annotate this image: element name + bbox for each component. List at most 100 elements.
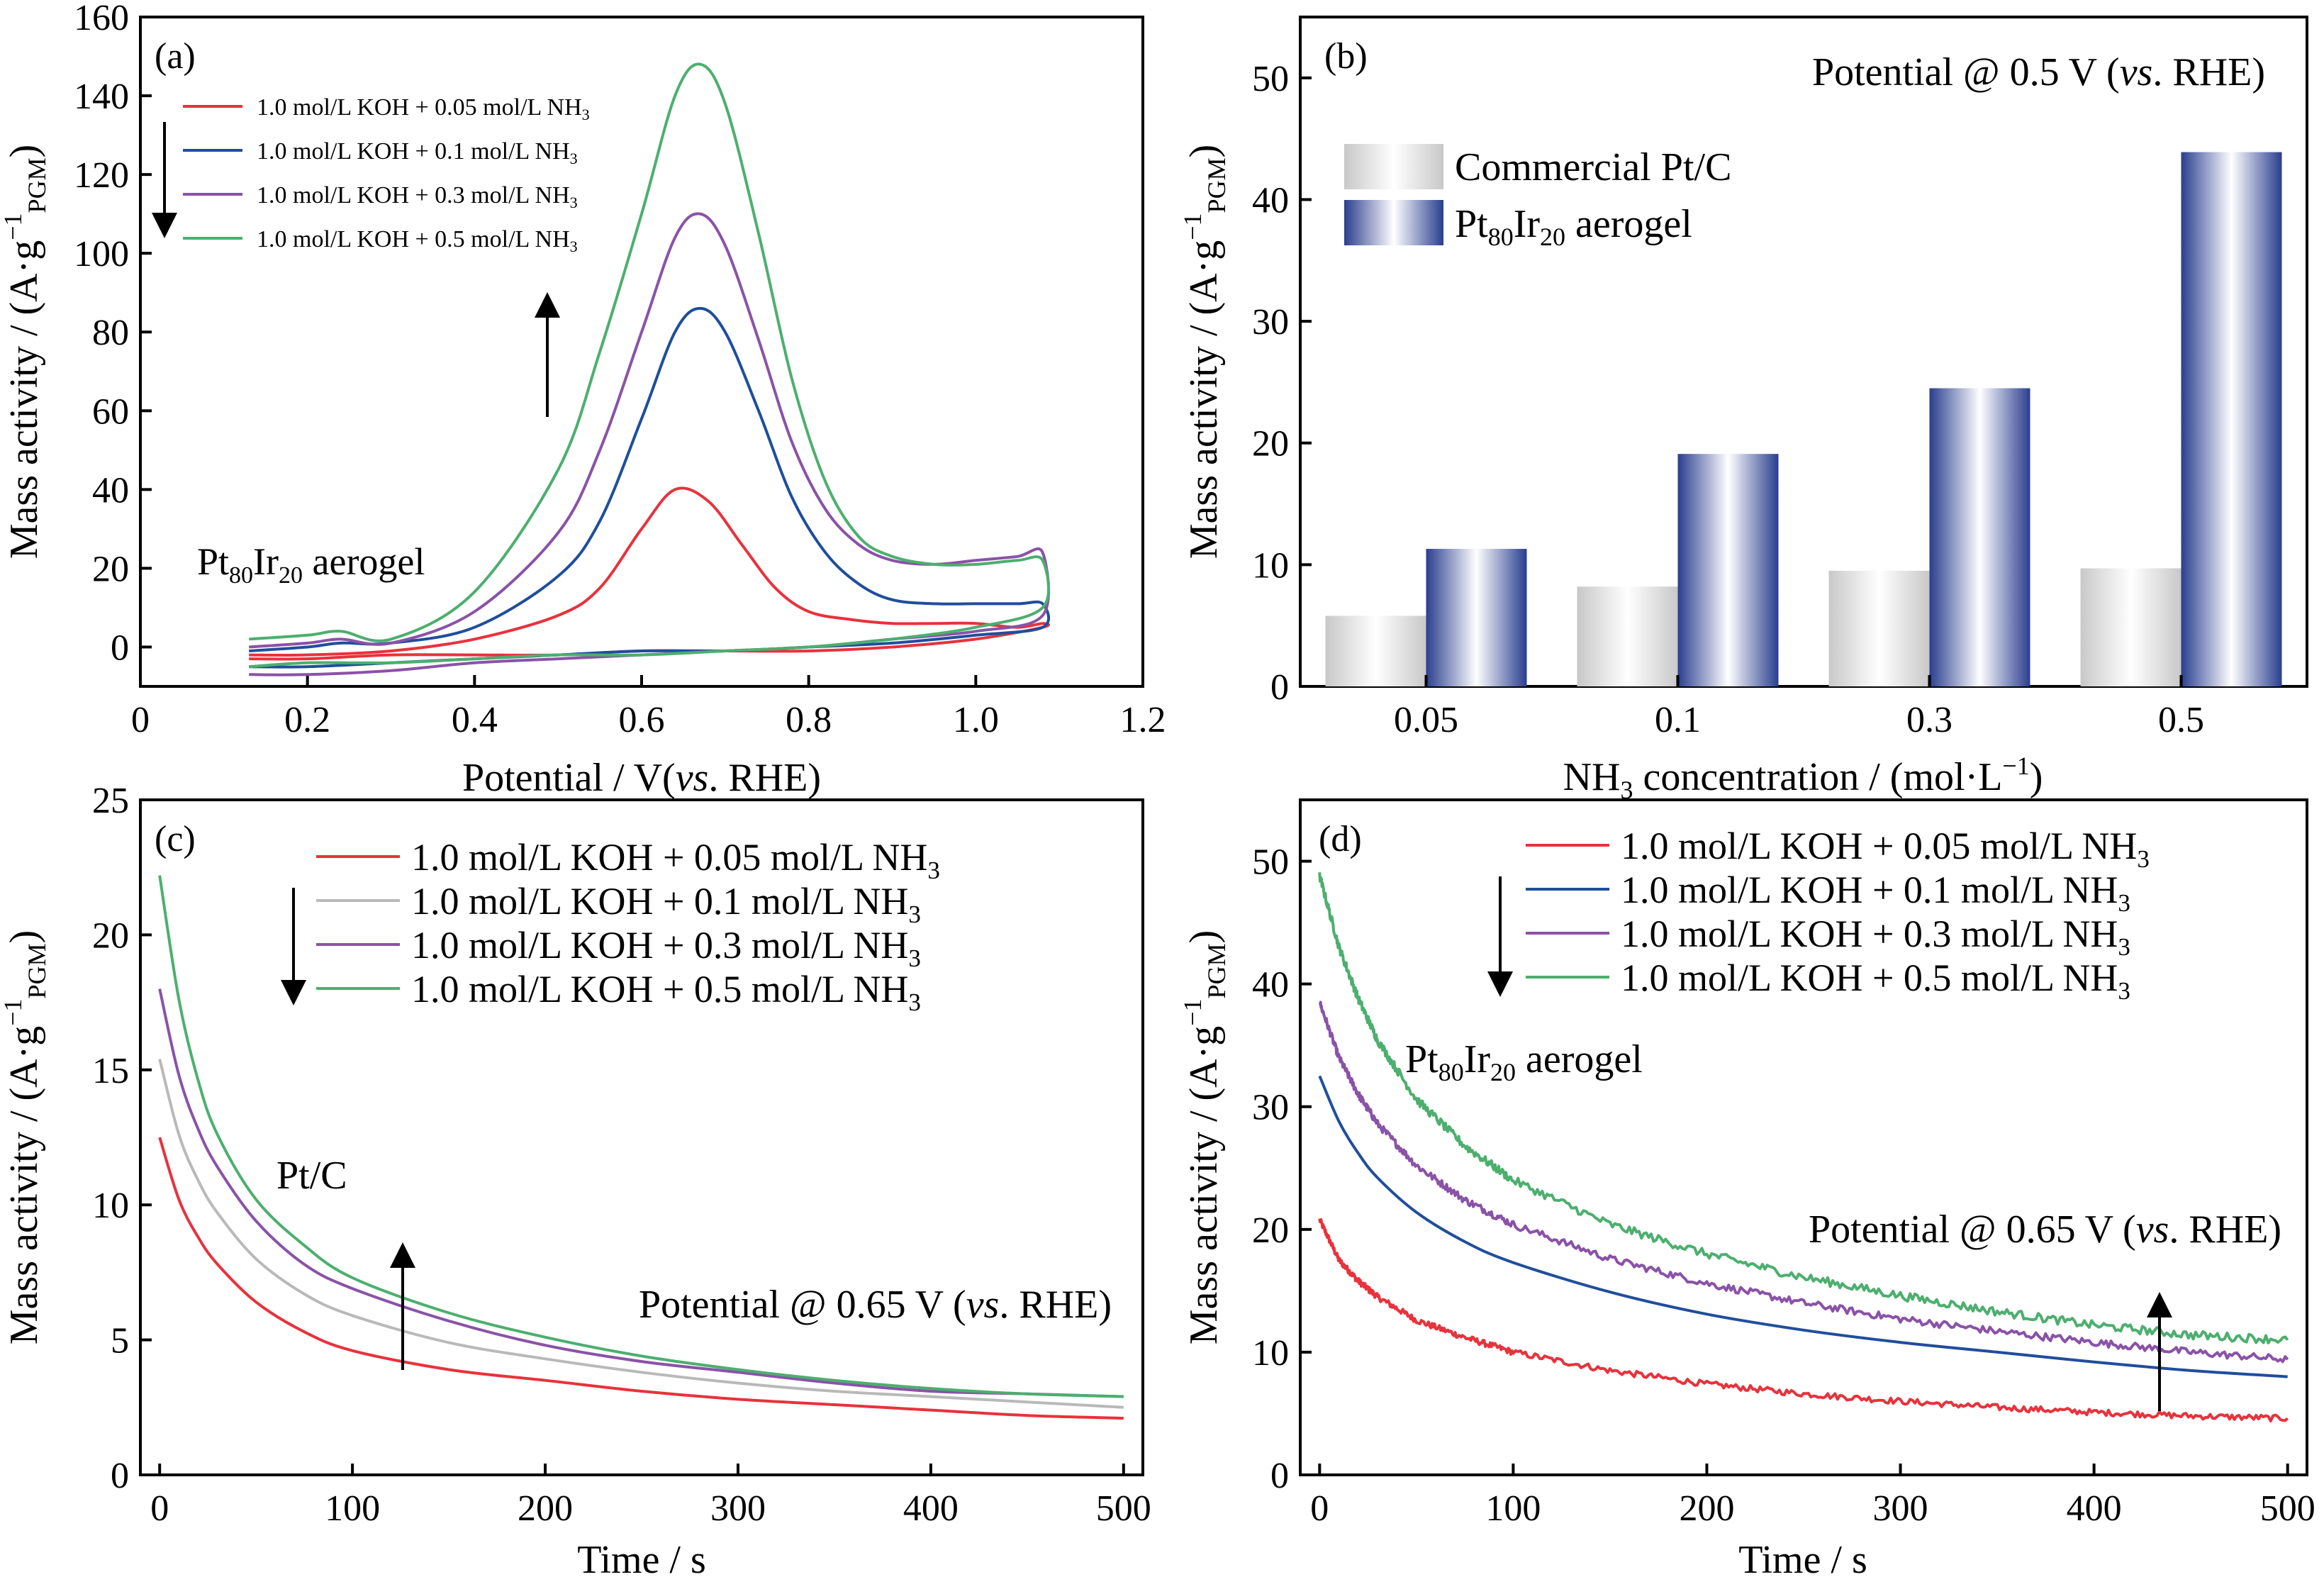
legend-label-1: 1.0 mol/L KOH + 0.05 mol/L NH3 bbox=[1621, 825, 2150, 873]
panel-label-c: (c) bbox=[155, 819, 196, 859]
series-line-3 bbox=[1319, 1001, 2289, 1364]
y-tick-label: 10 bbox=[1252, 545, 1289, 586]
panel-label-b: (b) bbox=[1324, 36, 1368, 77]
panel-d: 0 100 200 300 400 500 0 10 20 30 40 50 (d) 1.0 mol… bbox=[1178, 798, 2315, 1577]
x-tick-label: 0 bbox=[150, 1488, 169, 1529]
y-tick-label: 30 bbox=[1252, 302, 1289, 342]
legend-swatch-commercial bbox=[1344, 144, 1443, 189]
x-axis-label-a: Potential / V(vs. RHE) bbox=[462, 756, 821, 800]
x-ticks-d: 0 100 200 300 400 500 bbox=[1310, 1464, 2315, 1529]
y-ticks-b: 0 10 20 30 40 50 bbox=[1252, 59, 1312, 708]
y-tick-label: 40 bbox=[92, 470, 129, 511]
series-line-2 bbox=[249, 306, 1051, 669]
x-tick-label: 0.05 bbox=[1394, 700, 1458, 740]
x-tick-label: 0.1 bbox=[1655, 700, 1701, 740]
annotation2-d: Potential @ 0.65 V (vs. RHE) bbox=[1809, 1208, 2281, 1252]
x-axis-label-d: Time / s bbox=[1738, 1538, 1867, 1577]
y-tick-label: 15 bbox=[92, 1051, 129, 1091]
series-line-1 bbox=[158, 1137, 1124, 1420]
bar-aerogel-0.05 bbox=[1426, 549, 1527, 686]
x-tick-label: 0.8 bbox=[786, 700, 832, 740]
y-tick-label: 140 bbox=[74, 77, 129, 117]
x-tick-label: 400 bbox=[903, 1488, 959, 1529]
y-axis-label-a: Mass activity / (A·g−1PGM) bbox=[0, 145, 51, 559]
series-line-1 bbox=[1318, 1218, 2289, 1422]
series-group-c bbox=[158, 875, 1124, 1420]
y-tick-label: 20 bbox=[1252, 424, 1289, 464]
y-axis-label-b: Mass activity / (A·g−1PGM) bbox=[1178, 145, 1231, 559]
y-tick-label: 40 bbox=[1252, 180, 1289, 221]
x-tick-label: 0 bbox=[1310, 1488, 1329, 1529]
x-tick-label: 500 bbox=[2260, 1488, 2315, 1529]
annotation-c: Pt/C bbox=[276, 1154, 347, 1198]
bar-commercial-0.5 bbox=[2080, 568, 2181, 686]
series-line-3 bbox=[249, 212, 1051, 676]
y-ticks-a: 0 20 40 60 80 100 120 140 160 bbox=[74, 0, 152, 668]
y-tick-label: 0 bbox=[1270, 1456, 1289, 1496]
x-ticks-a: 0 0.2 0.4 0.6 0.8 1.0 1.2 bbox=[131, 675, 1166, 740]
y-tick-label: 40 bbox=[1252, 965, 1289, 1005]
y-tick-label: 160 bbox=[74, 0, 129, 38]
panel-b: 0 10 20 30 40 50 0.05 0.1 0.3 0.5 (b) Potential … bbox=[1178, 16, 2308, 804]
x-tick-label: 100 bbox=[325, 1488, 380, 1529]
series-line-4 bbox=[1318, 872, 2289, 1344]
x-tick-label: 400 bbox=[2067, 1488, 2122, 1529]
annotation-a: Pt80Ir20 aerogel bbox=[197, 540, 425, 589]
y-tick-label: 10 bbox=[92, 1186, 129, 1226]
series-line-4 bbox=[249, 62, 1051, 669]
bar-commercial-0.1 bbox=[1577, 586, 1678, 686]
legend-label-3: 1.0 mol/L KOH + 0.3 mol/L NH3 bbox=[411, 924, 921, 972]
y-tick-label: 5 bbox=[111, 1321, 129, 1361]
panel-a: 0 0.2 0.4 0.6 0.8 1.0 1.2 0 20 40 60 80 100 120 140 16… bbox=[0, 0, 1166, 800]
x-tick-label: 0.3 bbox=[1906, 700, 1953, 740]
annotation-b: Potential @ 0.5 V (vs. RHE) bbox=[1812, 50, 2265, 94]
plot-frame-b bbox=[1299, 16, 2308, 688]
series-group-a bbox=[249, 62, 1051, 676]
x-tick-label: 1.2 bbox=[1120, 700, 1166, 740]
x-ticks-b: 0.05 0.1 0.3 0.5 bbox=[1394, 675, 2204, 740]
legend-label-1: 1.0 mol/L KOH + 0.05 mol/L NH3 bbox=[411, 836, 940, 884]
panel-c: 0 100 200 300 400 500 0 5 10 15 20 25 (c) 1.0 mol/… bbox=[0, 781, 1151, 1577]
annotation-d: Pt80Ir20 aerogel bbox=[1405, 1037, 1643, 1086]
y-tick-label: 0 bbox=[111, 628, 129, 668]
x-tick-label: 1.0 bbox=[953, 700, 999, 740]
bar-aerogel-0.5 bbox=[2181, 152, 2282, 686]
x-axis-label-b: NH3 concentration / (mol·L−1) bbox=[1563, 752, 2043, 804]
legend-a: 1.0 mol/L KOH + 0.05 mol/L NH3 1.0 mol/L … bbox=[183, 94, 590, 255]
series-line-2 bbox=[158, 1059, 1124, 1409]
x-tick-label: 0.5 bbox=[2158, 700, 2204, 740]
y-tick-label: 0 bbox=[1270, 667, 1289, 708]
y-ticks-d: 0 10 20 30 40 50 bbox=[1252, 842, 1312, 1496]
legend-label-4: 1.0 mol/L KOH + 0.5 mol/L NH3 bbox=[411, 968, 921, 1016]
y-tick-label: 20 bbox=[1252, 1210, 1289, 1251]
y-tick-label: 120 bbox=[74, 155, 129, 196]
legend-label-commercial: Commercial Pt/C bbox=[1455, 145, 1731, 189]
series-line-4 bbox=[158, 875, 1124, 1398]
x-axis-label-c: Time / s bbox=[577, 1538, 706, 1577]
y-tick-label: 50 bbox=[1252, 59, 1289, 99]
legend-b: Commercial Pt/C Pt80Ir20 aerogel bbox=[1344, 144, 1731, 251]
y-tick-label: 50 bbox=[1252, 842, 1289, 883]
series-line-2 bbox=[1318, 1075, 2288, 1378]
legend-label-4: 1.0 mol/L KOH + 0.5 mol/L NH3 bbox=[1621, 957, 2130, 1005]
x-tick-label: 100 bbox=[1485, 1488, 1541, 1529]
legend-label-3: 1.0 mol/L KOH + 0.3 mol/L NH3 bbox=[1621, 913, 2130, 961]
x-tick-label: 200 bbox=[518, 1488, 573, 1529]
series-group-d bbox=[1318, 872, 2289, 1422]
legend-label-2: 1.0 mol/L KOH + 0.1 mol/L NH3 bbox=[1621, 869, 2130, 917]
bars-group-b bbox=[1325, 152, 2282, 686]
plot-frame-c bbox=[139, 798, 1144, 1476]
panel-label-d: (d) bbox=[1319, 819, 1362, 859]
legend-c: 1.0 mol/L KOH + 0.05 mol/L NH3 1.0 mol/L … bbox=[316, 836, 940, 1016]
legend-swatch-aerogel bbox=[1344, 200, 1443, 245]
y-tick-label: 30 bbox=[1252, 1088, 1289, 1128]
y-tick-label: 0 bbox=[111, 1456, 129, 1496]
x-tick-label: 0.6 bbox=[619, 700, 665, 740]
x-tick-label: 0.2 bbox=[284, 700, 330, 740]
x-tick-label: 500 bbox=[1096, 1488, 1151, 1529]
plot-frame-d bbox=[1299, 798, 2308, 1476]
x-tick-label: 0.4 bbox=[452, 700, 498, 740]
y-ticks-c: 0 5 10 15 20 25 bbox=[92, 781, 152, 1496]
